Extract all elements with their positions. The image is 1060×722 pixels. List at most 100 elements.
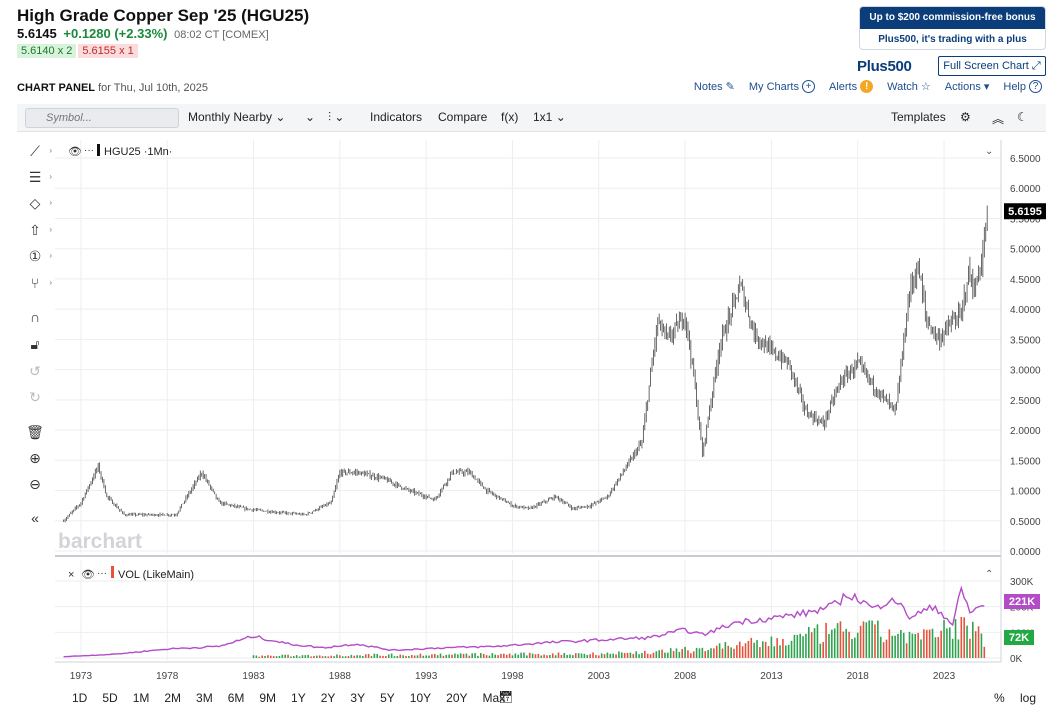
volume-bar bbox=[770, 636, 773, 658]
y-tick-label: 2.0000 bbox=[1010, 426, 1041, 437]
fx-button[interactable]: f(x) bbox=[501, 110, 519, 124]
volume-bar bbox=[667, 652, 669, 658]
pencil-line-icon[interactable]: ⟋ › bbox=[30, 143, 52, 159]
volume-bar bbox=[784, 645, 787, 658]
volume-line bbox=[63, 585, 985, 658]
percent-toggle[interactable]: % bbox=[994, 691, 1005, 705]
period-chevron[interactable]: ⌄ bbox=[305, 110, 315, 124]
redo-icon[interactable]: ↻ bbox=[29, 389, 41, 405]
symbol-input[interactable] bbox=[25, 108, 179, 128]
moon-icon[interactable]: ☾ bbox=[1017, 110, 1028, 124]
panel-date: for Thu, Jul 10th, 2025 bbox=[98, 82, 208, 94]
chevron-up-icon[interactable]: ⌃ bbox=[985, 569, 993, 580]
period-button-5d[interactable]: 5D bbox=[102, 691, 118, 705]
pattern-icon[interactable]: ⑂ › bbox=[30, 275, 52, 291]
period-button-1m[interactable]: 1M bbox=[132, 691, 150, 705]
collapse-up-icon[interactable]: ︽ bbox=[992, 112, 1005, 126]
volume-bar bbox=[761, 641, 764, 658]
trash-icon[interactable]: 🗑︎ bbox=[26, 424, 44, 440]
watch-link[interactable]: Watch ☆ bbox=[887, 80, 931, 94]
volume-bar bbox=[353, 655, 356, 658]
actions-menu[interactable]: Actions ▾ bbox=[945, 80, 990, 94]
period-button-20y[interactable]: 20Y bbox=[446, 691, 468, 705]
period-button-2y[interactable]: 2Y bbox=[320, 691, 336, 705]
notes-link[interactable]: Notes ✎ bbox=[694, 80, 735, 94]
period-button-3m[interactable]: 3M bbox=[196, 691, 213, 705]
shapes-icon[interactable]: ◇ › bbox=[29, 195, 52, 211]
volume-bar bbox=[882, 642, 885, 658]
y-tick-label: 1.5000 bbox=[1010, 456, 1041, 467]
volume-bar bbox=[638, 654, 640, 658]
annotation-icon[interactable]: ① › bbox=[28, 248, 52, 264]
chevron-down-icon[interactable]: ⌄ bbox=[985, 146, 993, 157]
gear-icon[interactable]: ⚙ bbox=[960, 110, 971, 124]
volume-bar bbox=[831, 629, 833, 658]
volume-bar bbox=[396, 655, 399, 658]
indicators-button[interactable]: Indicators bbox=[370, 110, 423, 124]
volume-bar bbox=[278, 655, 281, 658]
collapse-icon[interactable]: « bbox=[31, 510, 39, 526]
volume-bar bbox=[272, 656, 275, 658]
magnet-icon[interactable]: ∩ bbox=[29, 309, 41, 325]
volume-bar bbox=[848, 631, 850, 658]
volume-bar bbox=[574, 653, 577, 658]
plus500-logo[interactable]: Plus500 bbox=[857, 58, 912, 75]
layout-select[interactable]: 1x1 ⌄ bbox=[533, 110, 566, 124]
close-icon[interactable]: × bbox=[68, 569, 74, 581]
barchart-watermark: barchart bbox=[58, 530, 142, 553]
alerts-link[interactable]: Alerts! bbox=[829, 80, 874, 93]
period-button-1y[interactable]: 1Y bbox=[291, 691, 306, 705]
help-link[interactable]: Help? bbox=[1003, 80, 1042, 93]
more-icon[interactable]: ··· bbox=[84, 145, 94, 156]
more-icon[interactable]: ··· bbox=[97, 568, 107, 579]
volume-bar bbox=[948, 627, 951, 658]
volume-legend[interactable]: × 👁︎ ··· VOL (LikeMain) bbox=[68, 566, 194, 581]
y-tick-label: 3.0000 bbox=[1010, 366, 1041, 377]
volume-bar bbox=[698, 648, 701, 658]
compare-button[interactable]: Compare bbox=[438, 110, 488, 124]
ad-tagline[interactable]: Plus500, it's trading with a plus bbox=[878, 34, 1027, 45]
alerts-label: Alerts bbox=[829, 80, 858, 93]
eye-icon[interactable]: 👁︎ bbox=[81, 568, 95, 581]
log-toggle[interactable]: log bbox=[1020, 691, 1037, 705]
lock-icon[interactable]: 🔓︎ bbox=[30, 336, 40, 352]
aggregation-select[interactable]: Monthly Nearby ⌄ bbox=[188, 110, 285, 124]
period-button-2m[interactable]: 2M bbox=[164, 691, 182, 705]
volume-bar bbox=[252, 655, 255, 658]
volume-bar bbox=[980, 633, 983, 658]
calendar-icon[interactable]: 📅︎ bbox=[498, 690, 514, 704]
templates-button[interactable]: Templates bbox=[891, 110, 946, 124]
ad-banner[interactable]: Up to $200 commission-free bonus Plus500… bbox=[859, 6, 1046, 50]
volume-bar bbox=[333, 656, 335, 658]
volume-bar bbox=[738, 641, 741, 658]
volume-bar bbox=[606, 652, 609, 658]
price-legend[interactable]: 👁︎ ··· HGU25 ·1Mn· bbox=[68, 144, 172, 158]
volume-bar bbox=[347, 656, 350, 658]
zoom-out-icon[interactable]: ⊖ bbox=[29, 476, 41, 492]
volume-bar bbox=[586, 654, 589, 658]
period-button-10y[interactable]: 10Y bbox=[409, 691, 432, 705]
full-screen-chart-button[interactable]: Full Screen Chart ⤢ bbox=[938, 56, 1046, 76]
eye-icon[interactable]: 👁︎ bbox=[68, 145, 82, 158]
arrow-up-icon[interactable]: ⇧ › bbox=[29, 222, 52, 238]
volume-bar bbox=[428, 655, 430, 658]
volume-bar bbox=[963, 617, 965, 658]
period-button-5y[interactable]: 5Y bbox=[380, 691, 395, 705]
period-button-1d[interactable]: 1D bbox=[72, 691, 88, 705]
period-button-6m[interactable]: 6M bbox=[227, 691, 245, 705]
undo-icon[interactable]: ↺ bbox=[29, 363, 41, 379]
period-button-9m[interactable]: 9M bbox=[259, 691, 277, 705]
period-button-3y[interactable]: 3Y bbox=[350, 691, 366, 705]
y-tick-label: 5.0000 bbox=[1010, 245, 1041, 256]
ad-headline[interactable]: Up to $200 commission-free bonus bbox=[860, 7, 1045, 29]
chart-type-select[interactable]: ⫶ ⌄ bbox=[328, 110, 344, 125]
period-button-max[interactable]: Max bbox=[482, 691, 506, 705]
fib-icon[interactable]: ☰ › bbox=[28, 169, 52, 185]
zoom-in-icon[interactable]: ⊕ bbox=[29, 450, 41, 466]
volume-bar bbox=[462, 653, 465, 658]
volume-bar bbox=[969, 638, 971, 658]
volume-bar bbox=[563, 653, 566, 658]
y-tick-label: 6.0000 bbox=[1010, 184, 1041, 195]
my-charts-link[interactable]: My Charts + bbox=[749, 80, 815, 93]
